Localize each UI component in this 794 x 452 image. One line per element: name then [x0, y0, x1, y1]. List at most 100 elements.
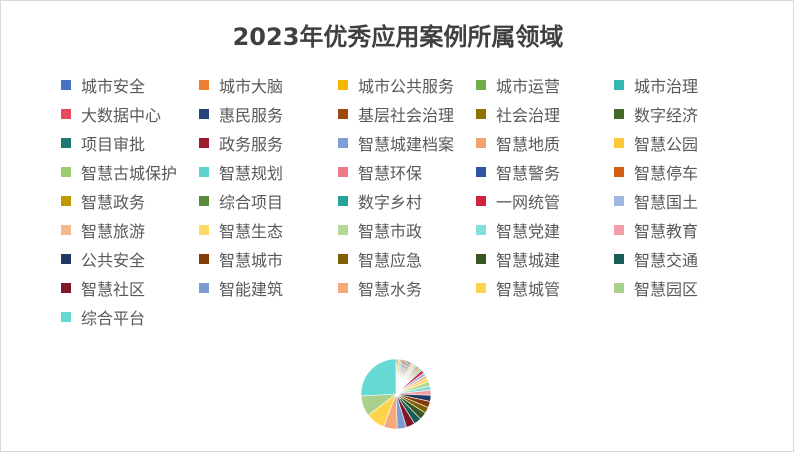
- legend-swatch: [614, 254, 624, 264]
- legend-label: 智慧党建: [496, 222, 561, 241]
- legend-label: 智慧市政: [358, 222, 423, 241]
- legend-swatch: [199, 196, 209, 206]
- legend-label: 城市运营: [496, 77, 561, 96]
- legend-item: 智慧城管: [476, 277, 560, 299]
- legend-item: 一网统管: [476, 190, 560, 212]
- legend-label: 城市安全: [81, 77, 146, 96]
- legend-swatch: [614, 138, 624, 148]
- legend-item: 智慧党建: [476, 219, 560, 241]
- legend-item: 智慧园区: [614, 277, 698, 299]
- legend-label: 数字经济: [634, 106, 699, 125]
- legend-swatch: [614, 167, 624, 177]
- legend-label: 基层社会治理: [358, 106, 455, 125]
- legend-item: 政务服务: [199, 132, 283, 154]
- legend-label: 智慧水务: [358, 280, 423, 299]
- legend-swatch: [614, 196, 624, 206]
- legend-swatch: [61, 167, 71, 177]
- legend-label: 项目审批: [81, 135, 146, 154]
- legend-item: 智慧环保: [338, 161, 422, 183]
- legend-swatch: [476, 80, 486, 90]
- legend-swatch: [338, 80, 348, 90]
- legend-item: 智慧警务: [476, 161, 560, 183]
- legend-swatch: [61, 225, 71, 235]
- legend-item: 数字经济: [614, 103, 698, 125]
- legend-item: 基层社会治理: [338, 103, 454, 125]
- legend-swatch: [476, 283, 486, 293]
- legend-label: 智慧园区: [634, 280, 699, 299]
- legend-item: 数字乡村: [338, 190, 422, 212]
- legend-item: 城市公共服务: [338, 74, 454, 96]
- legend-swatch: [199, 138, 209, 148]
- legend-swatch: [61, 196, 71, 206]
- legend-item: 智慧旅游: [61, 219, 145, 241]
- legend-label: 智慧警务: [496, 164, 561, 183]
- legend-label: 智慧生态: [219, 222, 284, 241]
- legend-label: 城市公共服务: [358, 77, 455, 96]
- legend-swatch: [476, 167, 486, 177]
- legend-label: 智慧城建档案: [358, 135, 455, 154]
- legend-item: 智慧国土: [614, 190, 698, 212]
- legend-swatch: [476, 254, 486, 264]
- legend-item: 智慧教育: [614, 219, 698, 241]
- legend-item: 智慧交通: [614, 248, 698, 270]
- legend-item: 项目审批: [61, 132, 145, 154]
- legend-item: 智慧古城保护: [61, 161, 177, 183]
- legend-item: 惠民服务: [199, 103, 283, 125]
- legend-item: 智慧社区: [61, 277, 145, 299]
- legend-label: 综合项目: [219, 193, 284, 212]
- legend-item: 智慧停车: [614, 161, 698, 183]
- legend-swatch: [199, 80, 209, 90]
- legend-label: 综合平台: [81, 309, 146, 328]
- chart-legend: 城市安全 城市大脑 城市公共服务 城市运营 城市治理大数据中心 惠民服务 基层社会治理 社会治…: [1, 1, 794, 341]
- legend-label: 智慧公园: [634, 135, 699, 154]
- legend-label: 城市治理: [634, 77, 699, 96]
- legend-label: 智慧交通: [634, 251, 699, 270]
- legend-swatch: [199, 167, 209, 177]
- legend-label: 智能建筑: [219, 280, 284, 299]
- legend-item: 智慧公园: [614, 132, 698, 154]
- legend-item: 智慧地质: [476, 132, 560, 154]
- legend-swatch: [199, 225, 209, 235]
- legend-label: 大数据中心: [81, 106, 162, 125]
- legend-label: 公共安全: [81, 251, 146, 270]
- legend-item: 智慧生态: [199, 219, 283, 241]
- legend-label: 智慧社区: [81, 280, 146, 299]
- legend-label: 智慧政务: [81, 193, 146, 212]
- legend-label: 智慧城市: [219, 251, 284, 270]
- legend-label: 社会治理: [496, 106, 561, 125]
- legend-swatch: [61, 254, 71, 264]
- legend-swatch: [338, 196, 348, 206]
- legend-item: 智慧城建: [476, 248, 560, 270]
- legend-swatch: [614, 80, 624, 90]
- legend-swatch: [61, 109, 71, 119]
- legend-item: 城市大脑: [199, 74, 283, 96]
- legend-swatch: [476, 138, 486, 148]
- legend-item: 智慧应急: [338, 248, 422, 270]
- legend-label: 政务服务: [219, 135, 284, 154]
- legend-label: 智慧古城保护: [81, 164, 178, 183]
- legend-swatch: [61, 312, 71, 322]
- legend-label: 一网统管: [496, 193, 561, 212]
- legend-item: 综合项目: [199, 190, 283, 212]
- legend-item: 智慧城建档案: [338, 132, 454, 154]
- legend-item: 智慧水务: [338, 277, 422, 299]
- legend-swatch: [476, 109, 486, 119]
- legend-swatch: [476, 225, 486, 235]
- legend-label: 智慧旅游: [81, 222, 146, 241]
- legend-label: 智慧国土: [634, 193, 699, 212]
- legend-label: 智慧地质: [496, 135, 561, 154]
- legend-item: 公共安全: [61, 248, 145, 270]
- legend-label: 智慧环保: [358, 164, 423, 183]
- legend-swatch: [338, 109, 348, 119]
- legend-swatch: [61, 138, 71, 148]
- legend-label: 城市大脑: [219, 77, 284, 96]
- pie-slice: [360, 358, 397, 397]
- legend-swatch: [199, 254, 209, 264]
- legend-item: 智慧城市: [199, 248, 283, 270]
- legend-swatch: [338, 225, 348, 235]
- legend-item: 智慧政务: [61, 190, 145, 212]
- legend-label: 惠民服务: [219, 106, 284, 125]
- legend-swatch: [614, 109, 624, 119]
- legend-label: 智慧规划: [219, 164, 284, 183]
- chart-title: 2023年优秀应用案例所属领域: [232, 23, 564, 51]
